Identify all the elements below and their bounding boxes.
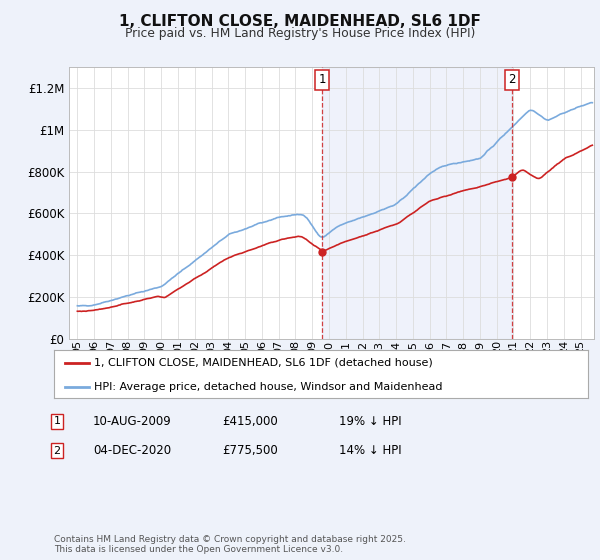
Text: 19% ↓ HPI: 19% ↓ HPI (339, 414, 401, 428)
Text: Price paid vs. HM Land Registry's House Price Index (HPI): Price paid vs. HM Land Registry's House … (125, 27, 475, 40)
Text: 1: 1 (319, 73, 326, 86)
Text: Contains HM Land Registry data © Crown copyright and database right 2025.
This d: Contains HM Land Registry data © Crown c… (54, 535, 406, 554)
Text: £415,000: £415,000 (222, 414, 278, 428)
Text: 04-DEC-2020: 04-DEC-2020 (93, 444, 171, 458)
Text: 2: 2 (508, 73, 516, 86)
Text: 10-AUG-2009: 10-AUG-2009 (93, 414, 172, 428)
Text: 1, CLIFTON CLOSE, MAIDENHEAD, SL6 1DF (detached house): 1, CLIFTON CLOSE, MAIDENHEAD, SL6 1DF (d… (94, 358, 433, 368)
Text: 1, CLIFTON CLOSE, MAIDENHEAD, SL6 1DF: 1, CLIFTON CLOSE, MAIDENHEAD, SL6 1DF (119, 14, 481, 29)
Text: 1: 1 (53, 416, 61, 426)
Bar (322, 67, 512, 339)
Text: 14% ↓ HPI: 14% ↓ HPI (339, 444, 401, 458)
Text: 2: 2 (53, 446, 61, 456)
Text: £775,500: £775,500 (222, 444, 278, 458)
Text: HPI: Average price, detached house, Windsor and Maidenhead: HPI: Average price, detached house, Wind… (94, 382, 443, 392)
